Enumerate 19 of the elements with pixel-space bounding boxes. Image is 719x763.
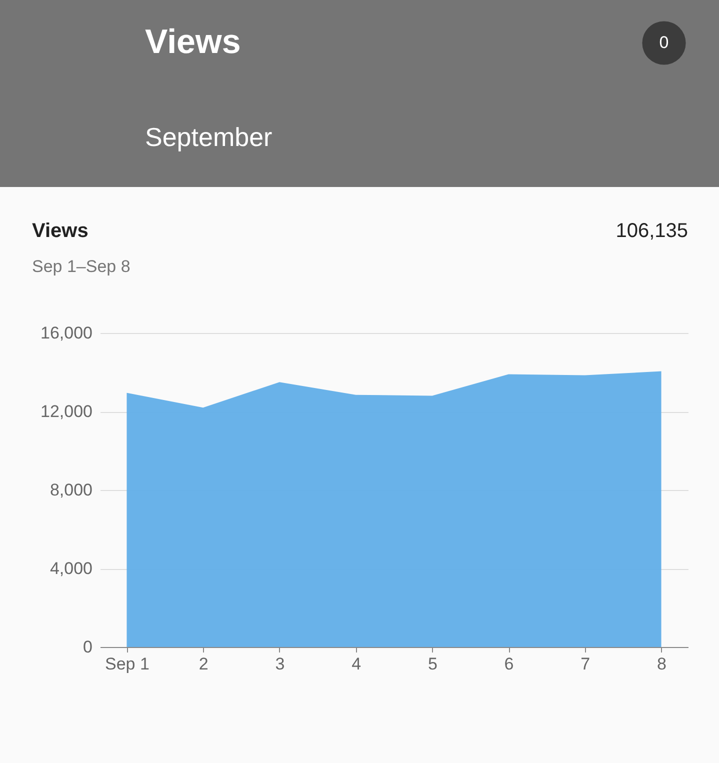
y-tick-label: 0: [83, 638, 92, 656]
y-tick-label: 16,000: [40, 324, 92, 342]
x-tick-label: 7: [580, 654, 590, 674]
x-tick-label: 3: [275, 654, 285, 674]
x-tick-label: 8: [657, 654, 667, 674]
x-tick-label: 5: [428, 654, 438, 674]
x-tick-label: 4: [352, 654, 362, 674]
text: September: [145, 122, 273, 152]
chart-subtitle: Sep 1–Sep 8: [32, 257, 130, 276]
text: 106,135: [616, 220, 688, 242]
y-tick-label: 12,000: [40, 402, 92, 421]
chart-title: Views: [32, 220, 88, 242]
y-tick-label: 4,000: [50, 559, 92, 578]
y-tick-label: 8,000: [50, 480, 92, 500]
text: Views: [145, 23, 241, 61]
x-tick-label: Sep 1: [105, 654, 150, 674]
x-tick-label: 2: [198, 654, 208, 674]
x-tick-label: 6: [504, 654, 514, 674]
text: 0: [659, 33, 669, 52]
